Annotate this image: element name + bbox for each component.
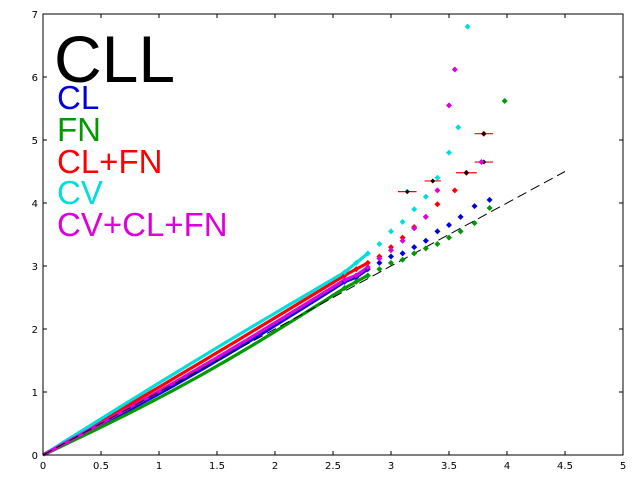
data-point [446, 222, 452, 229]
data-point [411, 244, 418, 251]
data-point [463, 170, 469, 176]
data-point [399, 250, 406, 257]
chart-title: CLL [54, 22, 175, 96]
x-tick-label: 3 [388, 461, 394, 472]
data-point [353, 266, 360, 273]
data-point [388, 259, 394, 266]
legend-entry-cl: CL [57, 79, 99, 116]
data-point [376, 259, 383, 266]
x-tick-label: 1 [156, 461, 162, 472]
data-point [341, 276, 348, 283]
y-tick-label: 1 [32, 388, 38, 399]
series-curve [42, 261, 369, 457]
data-point [404, 189, 410, 195]
data-point [388, 247, 394, 254]
data-point [434, 174, 441, 181]
data-point [446, 149, 452, 156]
data-point [422, 245, 429, 252]
data-point [451, 187, 458, 194]
data-point [471, 203, 478, 210]
data-point [399, 234, 406, 241]
data-point [399, 237, 406, 244]
data-point [364, 264, 371, 271]
data-point [464, 23, 471, 30]
series-points [341, 23, 508, 292]
data-point [434, 187, 441, 194]
axis-ticks: 0 0.5 1 1.5 2 2.5 3 3.5 4 4.5 5 0 1 2 3 4 5 6 7 [32, 10, 627, 472]
data-point [353, 272, 360, 279]
x-tick-label: 4.5 [557, 461, 573, 472]
x-tick-label: 1.5 [209, 461, 225, 472]
data-point [411, 206, 418, 213]
data-point [446, 234, 452, 241]
y-tick-label: 2 [32, 325, 38, 336]
series-curve [42, 252, 369, 457]
y-tick-label: 6 [32, 73, 38, 84]
y-tick-label: 7 [32, 10, 38, 21]
reference-diagonal-line [42, 171, 566, 456]
data-point [422, 213, 429, 220]
legend-entry-cv: CV [57, 174, 103, 211]
data-point [471, 220, 478, 227]
data-point [341, 285, 348, 292]
data-point [388, 253, 394, 260]
data-point [376, 240, 383, 247]
data-point [455, 124, 462, 131]
data-point [399, 256, 406, 263]
x-tick-label: 2.5 [325, 461, 341, 472]
data-point [388, 228, 394, 235]
y-tick-label: 5 [32, 136, 38, 147]
y-tick-label: 3 [32, 262, 38, 273]
data-point [364, 250, 371, 257]
x-tick-label: 0.5 [93, 461, 109, 472]
data-point [411, 250, 418, 257]
data-point [446, 102, 452, 109]
x-tick-label: 2 [272, 461, 278, 472]
data-point [434, 228, 441, 235]
data-point [451, 66, 458, 73]
legend-entry-fn: FN [57, 111, 101, 148]
x-tick-label: 5 [620, 461, 626, 472]
data-point [353, 278, 360, 285]
data-point [341, 269, 348, 276]
y-tick-label: 0 [32, 451, 38, 462]
data-point [486, 205, 493, 212]
legend-entry-cv-cl-fn: CV+CL+FN [57, 206, 228, 243]
data-point [422, 237, 429, 244]
data-point [430, 178, 436, 184]
legend: CLL CL FN CL+FN CV CV+CL+FN [54, 22, 228, 243]
data-point [478, 159, 485, 166]
data-point [501, 97, 508, 104]
data-point [341, 272, 348, 279]
legend-entry-cl-fn: CL+FN [57, 143, 162, 180]
data-point [376, 266, 383, 273]
data-point [481, 131, 487, 137]
x-tick-label: 4 [504, 461, 510, 472]
data-point [457, 228, 464, 235]
series-curves [42, 252, 369, 457]
data-point [422, 193, 429, 200]
data-point [434, 201, 441, 208]
data-point [434, 240, 441, 247]
data-point [364, 272, 371, 279]
data-point [364, 259, 371, 266]
data-point [353, 259, 360, 266]
data-point [486, 196, 493, 203]
y-tick-label: 4 [32, 199, 38, 210]
data-point [388, 244, 394, 251]
x-tick-label: 3.5 [441, 461, 457, 472]
data-point [457, 213, 464, 220]
data-point [376, 255, 383, 262]
x-tick-label: 0 [40, 461, 46, 472]
data-point [399, 218, 406, 225]
data-point [411, 225, 418, 232]
